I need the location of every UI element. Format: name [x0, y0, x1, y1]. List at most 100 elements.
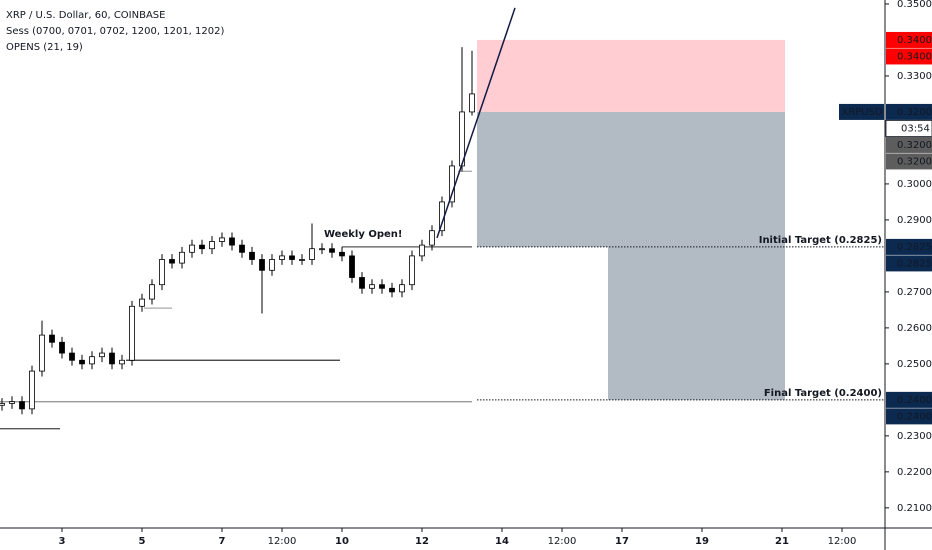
candle-body [199, 244, 205, 250]
symbol-label: XRPUSD [841, 107, 882, 118]
candle-body [339, 251, 345, 257]
candle-body [269, 259, 275, 271]
candle-body [349, 255, 355, 278]
candle-body [229, 237, 235, 246]
y-tick-label: 0.2700 [897, 287, 932, 298]
price-badge [886, 31, 932, 48]
indicator: OPENS (21, 19) [6, 42, 83, 53]
axis-bg [0, 528, 932, 550]
x-tick-label: 19 [695, 536, 709, 547]
candle-body [29, 370, 35, 410]
candle-body [19, 401, 25, 410]
y-tick-label: 0.2900 [897, 215, 932, 226]
x-tick-label: 21 [775, 536, 789, 547]
price-badge [886, 136, 932, 153]
candle-body [249, 251, 255, 260]
x-tick-label: 7 [219, 536, 226, 547]
y-tick-label: 0.2600 [897, 323, 932, 334]
x-tick-label: 12 [415, 536, 429, 547]
price-badge [886, 408, 932, 425]
candle-body [0, 403, 5, 406]
x-tick-label: 12:00 [828, 536, 857, 547]
candle-body [49, 334, 55, 343]
candle-body [169, 259, 175, 264]
x-tick-label: 12:00 [548, 536, 577, 547]
y-tick-label: 0.3500 [897, 0, 932, 10]
candle-body [159, 259, 165, 286]
price-badge-label: 0.2400 [897, 411, 932, 422]
indicator: Sess (0700, 0701, 0702, 1200, 1201, 1202… [6, 26, 224, 37]
position-box [608, 246, 785, 400]
price-badge [886, 48, 932, 65]
target-label: Initial Target (0.2825) [759, 235, 882, 246]
price-badge-label: 0.2825 [897, 242, 932, 253]
price-badge-label: 0.3200 [897, 107, 932, 118]
candle-body [179, 251, 185, 264]
candle-body [109, 352, 115, 365]
candle-body [149, 284, 155, 300]
candle-body [289, 255, 295, 260]
candle-body [429, 230, 435, 246]
price-badge-label: 0.3200 [897, 140, 932, 151]
x-tick-label: 14 [495, 536, 509, 547]
x-tick-label: 12:00 [268, 536, 297, 547]
trend-line [436, 7, 516, 239]
candle-body [9, 401, 15, 404]
candle-body [419, 244, 425, 257]
candle-body [279, 255, 285, 260]
candle-body [389, 287, 395, 293]
candle-body [319, 248, 325, 251]
candle-body [329, 248, 335, 253]
price-badge-label: 0.3400 [897, 35, 932, 46]
candle-body [139, 298, 145, 307]
position-box [477, 111, 785, 247]
price-badge [886, 153, 932, 170]
candle-body [259, 259, 265, 271]
candle-body [399, 284, 405, 293]
annotation: Weekly Open! [324, 229, 402, 240]
candle-body [409, 255, 415, 286]
candle-body [449, 165, 455, 203]
candle-body [129, 305, 135, 361]
y-tick-label: 0.3000 [897, 179, 932, 190]
candle-body [309, 248, 315, 260]
price-badge-label: 0.3200 [897, 156, 932, 167]
x-tick-label: 10 [335, 536, 349, 547]
candle-body [359, 277, 365, 289]
price-badge [886, 238, 932, 255]
symbol-badge [839, 103, 884, 120]
candle-body [379, 284, 385, 289]
candle-body [119, 359, 125, 365]
countdown-badge [885, 120, 932, 137]
candle-body [99, 352, 105, 358]
candle-body [299, 259, 305, 261]
price-badge [886, 391, 932, 408]
y-tick-label: 0.3300 [897, 71, 932, 82]
price-badge-label: 0.2825 [897, 258, 932, 269]
candle-body [79, 359, 85, 365]
y-tick-label: 0.2200 [897, 467, 932, 478]
candle-body [219, 237, 225, 242]
price-badge-label: 0.2400 [897, 395, 932, 406]
price-badge [886, 255, 932, 272]
candle-body [469, 93, 475, 113]
chart-title: XRP / U.S. Dollar, 60, COINBASE [6, 10, 165, 21]
x-tick-label: 5 [139, 536, 146, 547]
countdown-label: 03:54 [901, 123, 930, 134]
candle-body [189, 244, 195, 253]
price-badge [886, 103, 932, 120]
candle-body [239, 244, 245, 253]
candle-body [209, 241, 215, 250]
candle-body [89, 356, 95, 365]
y-tick-label: 0.2300 [897, 431, 932, 442]
candle-body [369, 284, 375, 289]
position-box [477, 39, 785, 112]
candle-body [69, 352, 75, 361]
axis-bg [885, 0, 932, 550]
y-tick-label: 0.2100 [897, 503, 932, 514]
y-tick-label: 0.2500 [897, 359, 932, 370]
target-label: Final Target (0.2400) [764, 388, 882, 399]
price-badge-label: 0.3400 [897, 51, 932, 62]
candle-body [59, 341, 65, 354]
